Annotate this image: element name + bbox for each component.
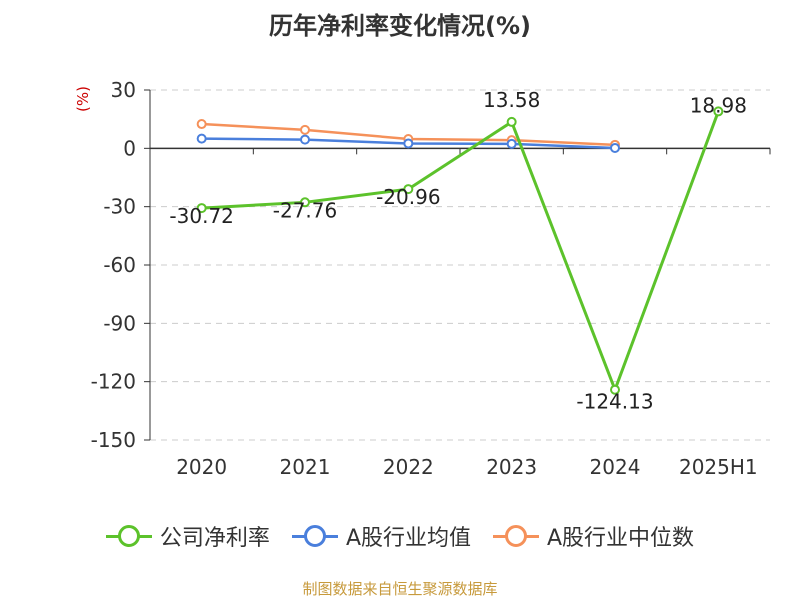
legend-label: A股行业均值 xyxy=(345,526,471,551)
legend-marker-icon xyxy=(291,525,338,547)
data-point xyxy=(196,133,207,144)
source-note: 制图数据来自恒生聚源数据库 xyxy=(302,580,498,598)
legend-label: A股行业中位数 xyxy=(547,526,695,551)
x-tick-label: 2020 xyxy=(176,455,227,479)
data-label: -30.72 xyxy=(169,204,233,228)
data-point xyxy=(196,119,207,130)
data-point xyxy=(300,197,310,208)
y-tick-label: 30 xyxy=(111,78,136,102)
data-point xyxy=(300,124,310,135)
chart-title: 历年净利率变化情况(%) xyxy=(269,12,531,40)
data-label: -124.13 xyxy=(576,390,653,414)
legend-marker-icon xyxy=(105,525,152,547)
legend-label: 公司净利率 xyxy=(159,526,270,551)
x-tick-label: 2025H1 xyxy=(679,455,758,479)
data-point xyxy=(403,184,414,195)
y-tick-label: -150 xyxy=(91,428,136,452)
data-label: -20.96 xyxy=(376,185,440,209)
data-label: -27.76 xyxy=(273,198,337,222)
legend-item-industry-median[interactable]: A股行业中位数 xyxy=(493,520,694,552)
data-point xyxy=(403,138,414,149)
legend-marker-icon xyxy=(493,525,539,547)
x-tick-label: 2023 xyxy=(486,455,537,479)
data-label: 18.98 xyxy=(690,93,747,117)
y-tick-label: -60 xyxy=(103,253,136,277)
data-point xyxy=(506,138,517,149)
y-tick-label: -90 xyxy=(103,311,136,335)
x-tick-label: 2024 xyxy=(590,455,641,479)
data-label: 13.58 xyxy=(483,88,540,112)
y-tick-label: -30 xyxy=(103,195,136,219)
data-point xyxy=(196,203,207,214)
data-point xyxy=(713,106,724,117)
data-point xyxy=(610,384,620,395)
legend-item-industry-mean[interactable]: A股行业均值 xyxy=(291,520,471,552)
data-point xyxy=(610,142,620,153)
legend: 公司净利率 A股行业均值 A股行业中位数 xyxy=(0,520,800,552)
data-point xyxy=(300,134,310,145)
x-tick-label: 2021 xyxy=(280,455,331,479)
series-line xyxy=(201,110,720,392)
y-tick-label: 0 xyxy=(123,136,136,160)
data-point xyxy=(506,116,517,127)
y-tick-label: -120 xyxy=(91,370,136,394)
x-tick-label: 2022 xyxy=(383,455,434,479)
legend-item-company[interactable]: 公司净利率 xyxy=(105,520,270,552)
